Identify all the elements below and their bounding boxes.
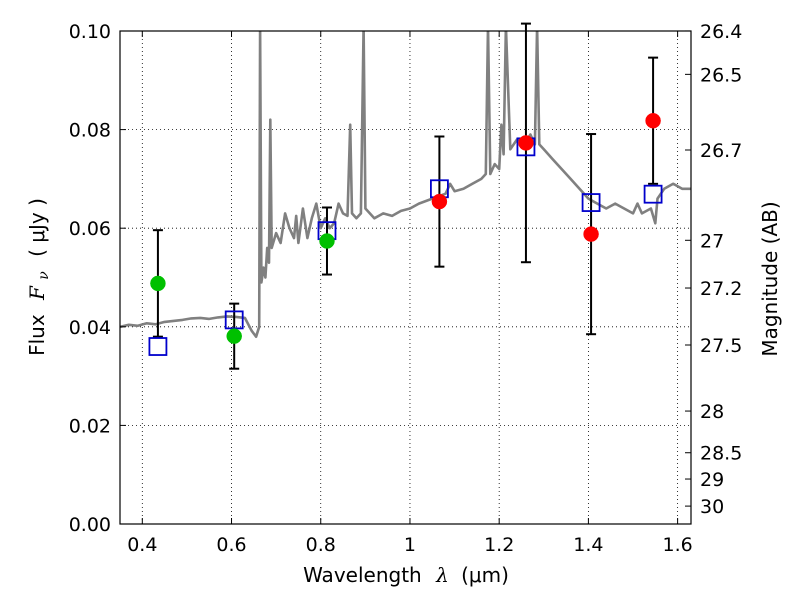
y2-tick-label: 26.7	[700, 140, 742, 162]
x-tick-label: 1.6	[663, 534, 693, 556]
x-tick-label: 1	[404, 534, 416, 556]
observed-marker	[319, 233, 335, 249]
y2-axis-label: Magnitude (AB)	[758, 201, 782, 356]
x-tick-label: 0.6	[216, 534, 246, 556]
y2-tick-label: 26.5	[700, 64, 742, 86]
x-tick-label: 1.4	[573, 534, 603, 556]
y2-tick-labels: 26.4 26.5 26.7 27 27.2 27.5 28 28.5 29 30	[700, 21, 742, 518]
y-tick-label: 0.06	[69, 218, 111, 240]
grid-lines	[120, 31, 691, 524]
model-marker	[581, 193, 601, 212]
model-photometry-markers	[148, 137, 663, 356]
x-tick-label: 0.8	[306, 534, 336, 556]
observed-marker	[150, 275, 166, 292]
model-marker	[148, 337, 168, 356]
sed-model-curve	[120, 31, 691, 339]
x-axis-label-symbol: λ	[435, 563, 449, 587]
model-marker	[643, 184, 663, 204]
y2-tick-label: 29	[700, 469, 724, 491]
y-tick-label: 0.10	[69, 21, 111, 43]
x-tick-labels: 0.4 0.6 0.8 1 1.2 1.4 1.6	[127, 534, 693, 556]
y-axis-label: Flux F ν ( μJy )	[25, 198, 53, 356]
y-tick-labels: 0.00 0.02 0.04 0.06 0.08 0.10	[69, 21, 111, 536]
y-tick-label: 0.00	[69, 514, 111, 536]
observed-photometry-markers	[150, 112, 661, 344]
y-tick-label: 0.04	[69, 317, 111, 339]
y2-tick-label: 27.5	[700, 335, 742, 357]
y2-tick-label: 30	[700, 496, 724, 518]
x-tick-label: 1.2	[484, 534, 514, 556]
y-tick-label: 0.02	[69, 415, 111, 437]
model-marker	[224, 310, 244, 330]
observed-marker	[645, 112, 661, 129]
y2-tick-label: 27	[700, 230, 724, 252]
observed-marker	[518, 135, 534, 151]
y2-tick-label: 26.4	[700, 21, 742, 43]
y2-tick-label: 28.5	[700, 443, 742, 465]
observed-marker	[226, 328, 242, 344]
y-axis-label-symbol: F	[25, 285, 49, 301]
y2-tick-label: 27.2	[700, 278, 742, 300]
y2-tick-label: 28	[700, 401, 724, 423]
x-axis-label: Wavelength λ (μm)	[303, 563, 509, 587]
plot-frame	[119, 30, 692, 525]
y-axis-label-subscript: ν	[36, 271, 52, 280]
observed-marker	[583, 226, 599, 242]
axis-ticks	[120, 30, 691, 525]
y-tick-label: 0.08	[69, 120, 111, 142]
sed-line	[120, 31, 691, 339]
x-tick-label: 0.4	[127, 534, 157, 556]
observed-marker	[431, 193, 448, 210]
